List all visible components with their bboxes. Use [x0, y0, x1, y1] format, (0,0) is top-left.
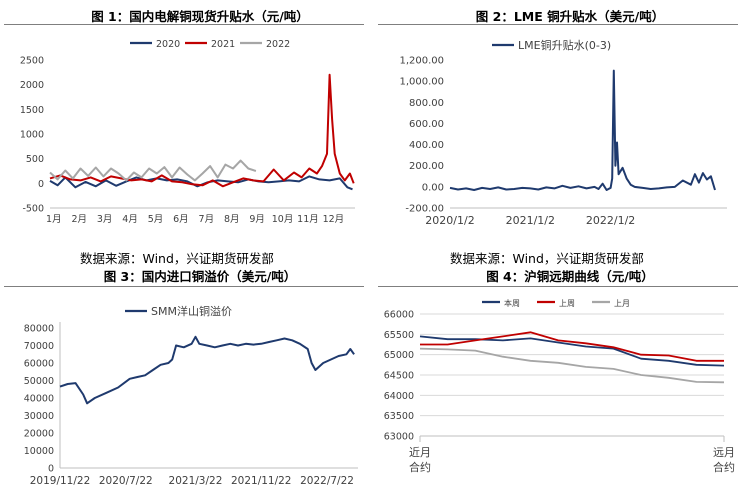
- fig2-top-rule: [378, 24, 738, 25]
- fig1-series-line: [49, 73, 355, 188]
- fig1-y-tick-label: 0: [38, 179, 44, 190]
- fig1-x-tick-label: 6月: [173, 214, 189, 225]
- fig4-legend-label: 上周: [559, 299, 575, 308]
- fig4-chart: 66000655006500064500640006350063000近月合约远…: [384, 298, 735, 474]
- fig4-y-tick-label: 65500: [384, 330, 414, 341]
- fig1-x-tick-label: 1月: [46, 214, 62, 225]
- fig1-top-rule: [4, 24, 364, 25]
- fig4-y-tick-label: 63000: [384, 432, 414, 443]
- fig2-x-tick-label: 2022/1/2: [586, 214, 635, 227]
- fig3-y-tick-label: 0: [48, 464, 54, 475]
- fig4-title: 图 4：沪铜远期曲线（元/吨）: [486, 269, 654, 284]
- fig1-y-tick-label: 1500: [20, 105, 44, 116]
- fig2-y-tick-label: 800.00: [409, 98, 444, 109]
- fig1-x-tick-label: 3月: [97, 214, 113, 225]
- fig3-y-tick-label: 80000: [24, 324, 54, 335]
- fig3-y-tick-label: 60000: [24, 359, 54, 370]
- fig4-y-tick-label: 64000: [384, 391, 414, 402]
- fig4-y-tick-label: 66000: [384, 310, 414, 321]
- fig1-y-tick-label: 2500: [20, 56, 44, 67]
- fig1-y-tick-label: 2000: [20, 80, 44, 91]
- fig1-y-tick-label: 1000: [20, 130, 44, 141]
- fig3-series-line: [59, 335, 355, 405]
- fig2-x-tick-label: 2020/1/2: [425, 214, 474, 227]
- fig3-title: 图 3：国内进口铜溢价（美元/吨）: [103, 269, 297, 284]
- fig4-x-tick-label: 远月: [713, 446, 735, 459]
- fig2-x-tick-label: 2021/1/2: [506, 214, 555, 227]
- fig4-series-line: [419, 347, 725, 384]
- fig1-x-tick-label: 12月: [323, 214, 345, 225]
- fig1-series-line: [49, 159, 257, 182]
- fig4-y-tick-label: 63500: [384, 411, 414, 422]
- fig2-y-tick-label: 400.00: [409, 140, 444, 151]
- fig2-y-tick-label: 1,200.00: [399, 56, 444, 67]
- fig4-x-tick-label: 近月: [409, 446, 431, 459]
- fig2-y-tick-label: 0.00: [422, 182, 444, 193]
- fig3-legend-label: SMM洋山铜溢价: [151, 304, 232, 318]
- fig1-source: 数据来源：Wind，兴证期货研发部: [80, 251, 274, 266]
- fig3-chart: 80000 70000 60000 50000 40000 30000 20000 10000…: [24, 304, 358, 487]
- fig1-y-tick-label: 500: [26, 154, 44, 165]
- fig1-x-tick-label: 11月: [297, 214, 319, 225]
- fig1-x-tick-label: 7月: [199, 214, 215, 225]
- fig3-x-tick-label: 2020/7/22: [99, 475, 153, 487]
- fig2-series-line: [449, 69, 716, 191]
- fig4-series-line: [419, 335, 725, 367]
- fig1-legend-label: 2021: [211, 39, 235, 50]
- fig2-chart: 1,200.00 1,000.00 800.00 600.00 400.00 200.00…: [399, 38, 727, 227]
- fig1-x-tick-label: 9月: [249, 214, 265, 225]
- fig2-y-tick-label: 200.00: [409, 161, 444, 172]
- fig3-x-tick-label: 2021/3/22: [169, 475, 223, 487]
- fig4-x-tick-label-line2: 合约: [713, 460, 735, 474]
- fig1-y-tick-label: -500: [22, 204, 44, 215]
- fig2-title: 图 2：LME 铜升贴水（美元/吨）: [475, 9, 665, 24]
- fig3-x-tick-label: 2022/7/22: [300, 475, 354, 487]
- fig4-legend-label: 上月: [614, 299, 630, 308]
- fig1-x-tick-label: 2月: [71, 214, 87, 225]
- fig3-y-tick-label: 40000: [24, 394, 54, 405]
- fig4-x-tick-label-line2: 合约: [409, 460, 431, 474]
- fig2-y-tick-label: 1,000.00: [399, 77, 444, 88]
- fig4-series-line: [420, 331, 724, 362]
- fig1-x-tick-label: 5月: [148, 214, 164, 225]
- fig2-source: 数据来源：Wind，兴证期货研发部: [450, 251, 644, 266]
- fig2-legend-label: LME铜升贴水(0-3): [518, 38, 611, 52]
- fig3-y-tick-label: 30000: [24, 411, 54, 422]
- fig1-x-tick-label: 8月: [224, 214, 240, 225]
- fig4-y-tick-label: 64500: [384, 371, 414, 382]
- fig3-y-tick-label: 70000: [24, 341, 54, 352]
- fig3-x-tick-label: 2019/11/22: [30, 475, 91, 487]
- fig1-x-tick-label: 4月: [122, 214, 138, 225]
- fig1-legend-label: 2020: [156, 39, 180, 50]
- fig3-y-tick-label: 10000: [24, 446, 54, 457]
- fig4-legend-label: 本周: [504, 298, 520, 308]
- fig1-title: 图 1：国内电解铜现货升贴水（元/吨）: [91, 9, 309, 24]
- fig2-y-tick-label: -200.00: [405, 204, 444, 215]
- fig1-legend-label: 2022: [266, 39, 290, 50]
- fig2-y-tick-label: 600.00: [409, 119, 444, 130]
- fig4-top-rule: [378, 286, 738, 287]
- fig3-y-tick-label: 20000: [24, 429, 54, 440]
- fig3-y-tick-label: 50000: [24, 376, 54, 387]
- fig3-top-rule: [4, 286, 364, 287]
- fig4-y-tick-label: 65000: [384, 350, 414, 361]
- fig1-x-tick-label: 10月: [272, 214, 294, 225]
- fig3-x-tick-label: 2021/11/22: [231, 475, 292, 487]
